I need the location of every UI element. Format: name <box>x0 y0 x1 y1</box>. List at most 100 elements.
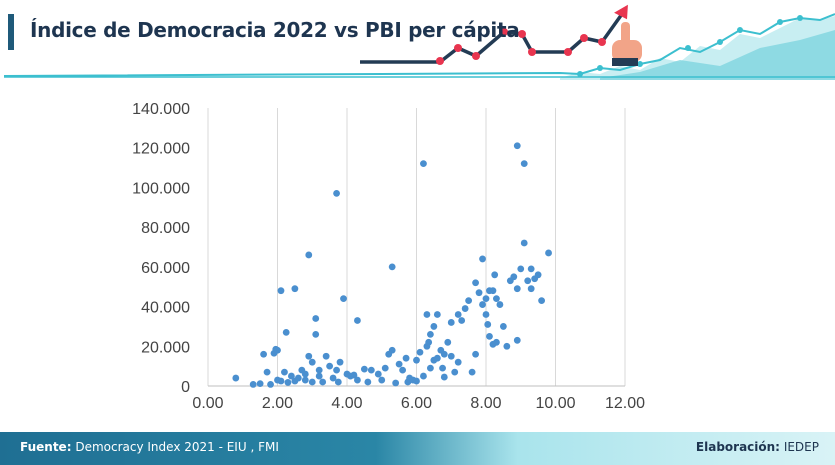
data-point <box>486 332 493 340</box>
data-point <box>308 358 316 366</box>
data-point <box>413 356 420 364</box>
data-point <box>388 346 396 354</box>
data-point <box>433 311 441 318</box>
data-point <box>461 305 469 312</box>
data-point <box>294 374 302 382</box>
y-axis-ticks: 0 20.000 40.000 60.000 80.000 100.000 120.000 1… <box>132 101 190 396</box>
data-point <box>524 277 532 285</box>
data-point <box>282 328 290 336</box>
data-point <box>364 378 372 386</box>
x-tick-label: 2.00 <box>262 395 293 412</box>
x-axis-ticks: 0.00 2.00 4.00 6.00 8.00 10.00 12.00 <box>192 395 645 412</box>
data-point <box>392 379 400 387</box>
data-point <box>440 350 448 358</box>
data-point <box>260 350 267 358</box>
data-point <box>489 287 497 295</box>
page-title: Índice de Democracia 2022 vs PBI per cáp… <box>30 18 520 42</box>
data-point <box>472 279 479 287</box>
data-point <box>493 338 500 346</box>
y-tick-label: 120.000 <box>132 141 190 158</box>
data-point <box>425 338 433 346</box>
data-point <box>277 377 285 385</box>
footer-credit: Elaboración: IEDEP <box>696 440 819 454</box>
data-point <box>420 160 427 168</box>
data-point <box>482 295 490 303</box>
chart-grid <box>207 108 626 386</box>
data-point <box>249 381 257 388</box>
data-point <box>416 348 424 356</box>
data-point <box>263 368 271 376</box>
data-point <box>479 301 486 308</box>
x-tick-label: 4.00 <box>331 395 362 412</box>
data-point <box>433 354 441 362</box>
data-point <box>277 287 285 295</box>
data-point <box>475 289 483 297</box>
data-point <box>374 370 382 378</box>
data-point <box>472 350 479 358</box>
header-banner: Índice de Democracia 2022 vs PBI per cáp… <box>0 0 835 80</box>
decoration-teal-markers <box>577 15 803 77</box>
data-point <box>491 271 499 279</box>
data-point <box>534 271 542 279</box>
hand-pointer-icon <box>612 22 642 66</box>
data-point <box>517 265 525 273</box>
data-point <box>333 366 340 374</box>
data-point <box>413 377 420 385</box>
data-point <box>399 366 406 374</box>
data-point <box>315 366 323 374</box>
data-point <box>439 364 446 372</box>
arrow-icon <box>614 4 628 20</box>
data-point <box>454 311 462 318</box>
data-point <box>496 301 504 308</box>
data-point <box>430 323 438 330</box>
y-tick-label: 0 <box>181 379 190 396</box>
title-accent-bar <box>8 14 14 50</box>
x-tick-label: 6.00 <box>401 395 432 412</box>
data-point <box>308 378 316 386</box>
data-point <box>427 330 434 338</box>
data-point <box>360 365 368 373</box>
data-point <box>499 323 507 330</box>
data-point <box>510 273 518 281</box>
footer-source-label: Fuente: <box>20 440 72 454</box>
data-point <box>520 160 528 168</box>
data-point <box>381 364 389 372</box>
data-point <box>420 372 427 380</box>
x-tick-label: 12.00 <box>605 395 645 412</box>
footer-background <box>0 432 835 465</box>
footer-credit-value: IEDEP <box>783 440 819 454</box>
chart-points <box>232 142 552 388</box>
data-point <box>468 368 476 376</box>
footer-bar: Fuente: Democracy Index 2021 - EIU , FMI… <box>0 432 835 465</box>
data-point <box>281 368 288 376</box>
data-point <box>395 360 403 368</box>
data-point <box>336 358 344 366</box>
data-point <box>329 374 337 382</box>
data-point <box>354 376 361 384</box>
data-point <box>367 366 375 374</box>
data-point <box>538 297 545 305</box>
data-point <box>291 285 299 293</box>
y-tick-label: 80.000 <box>141 220 190 237</box>
decoration-teal-area-2 <box>600 30 835 80</box>
data-point <box>402 354 410 362</box>
data-point <box>527 285 535 293</box>
data-point <box>322 352 330 360</box>
data-point <box>444 338 452 346</box>
scatter-chart: 0 20.000 40.000 60.000 80.000 100.000 120.000 1… <box>132 101 645 412</box>
data-point <box>513 285 521 293</box>
y-tick-label: 20.000 <box>141 339 190 356</box>
data-point <box>315 372 323 380</box>
data-point <box>479 255 486 263</box>
data-point <box>301 370 309 378</box>
y-tick-label: 40.000 <box>141 300 190 317</box>
data-point <box>256 380 264 388</box>
data-point <box>388 263 396 271</box>
data-point <box>288 372 295 380</box>
data-point <box>458 317 466 324</box>
data-point <box>312 330 320 338</box>
data-point <box>440 373 448 381</box>
y-tick-label: 100.000 <box>132 180 190 197</box>
footer-credit-label: Elaboración: <box>695 440 780 454</box>
data-point <box>354 317 361 324</box>
